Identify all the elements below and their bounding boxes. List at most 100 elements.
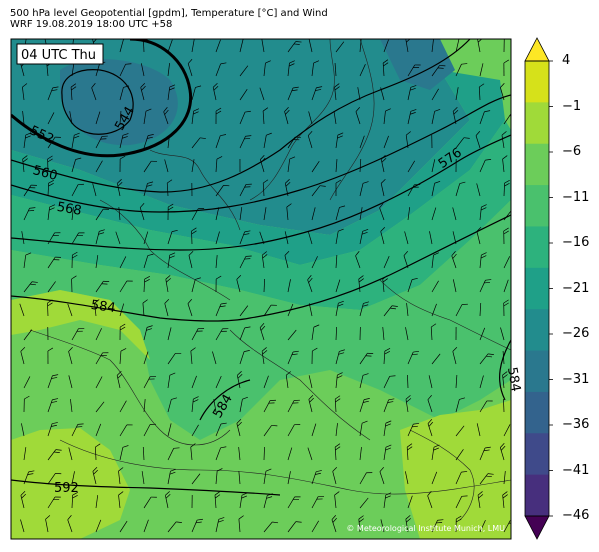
wind-barb: [455, 471, 468, 485]
colorbar-segment: [525, 185, 549, 227]
wind-barb: [191, 227, 197, 245]
wind-barb: [187, 299, 193, 317]
wind-barb: [95, 423, 102, 437]
wind-barb: [187, 59, 193, 77]
wind-barb: [284, 251, 290, 269]
wind-barb: [23, 132, 32, 149]
wind-barb: [311, 470, 322, 485]
wind-barb: [191, 159, 195, 173]
wind-barb: [383, 135, 389, 149]
wind-barb: [287, 447, 293, 461]
wind-barb: [263, 304, 277, 317]
contour-label: 584: [90, 298, 117, 316]
wind-barb: [452, 207, 457, 221]
wind-barb: [239, 350, 250, 365]
wind-barb: [284, 231, 289, 245]
wind-barb: [383, 305, 398, 317]
colorbar-segment: [525, 143, 549, 186]
wind-barb: [502, 351, 505, 365]
wind-barb: [236, 275, 242, 293]
wind-barb: [479, 252, 487, 269]
wind-barb: [190, 347, 196, 365]
wind-barb: [23, 252, 32, 269]
wind-barb: [335, 132, 344, 149]
wind-barb: [259, 87, 265, 101]
wind-barb: [95, 160, 103, 173]
wind-barb: [191, 39, 195, 53]
wind-barb: [407, 64, 421, 77]
wind-barb: [45, 515, 51, 533]
wind-barb: [403, 251, 409, 269]
wind-barb: [143, 134, 154, 149]
wind-barb: [71, 232, 85, 245]
wind-barb: [167, 468, 177, 485]
wind-barb: [380, 155, 387, 173]
wind-barb: [47, 112, 55, 125]
wind-barb: [19, 303, 25, 317]
wind-barb: [331, 515, 337, 533]
wind-barb: [263, 521, 279, 533]
wind-barb: [163, 107, 169, 125]
wind-barb: [383, 492, 392, 509]
geopotential-contours: [11, 39, 511, 496]
wind-barb: [167, 39, 173, 53]
wind-barb: [95, 229, 105, 245]
wind-barb: [333, 111, 337, 125]
wind-barb: [503, 256, 511, 269]
wind-barb: [215, 375, 222, 389]
field-olive-se: [400, 400, 511, 539]
wind-barb: [47, 136, 61, 149]
wind-barb: [335, 159, 338, 173]
wind-barb: [427, 419, 434, 437]
wind-barb: [479, 375, 484, 389]
wind-barb: [287, 303, 294, 317]
wind-barb: [307, 275, 313, 293]
wind-barb: [502, 491, 508, 509]
contour-label: 560: [31, 163, 59, 184]
wind-barb: [47, 449, 62, 461]
wind-barb: [215, 468, 223, 485]
wind-barb: [95, 328, 102, 341]
wind-barb: [334, 83, 340, 101]
wind-barb: [47, 86, 59, 101]
wind-barb: [119, 63, 132, 77]
wind-barb: [479, 520, 486, 533]
wind-barb: [307, 131, 313, 149]
wind-barb: [215, 446, 227, 461]
wind-barb: [239, 255, 252, 269]
wind-barb: [359, 207, 363, 221]
wind-barb: [479, 400, 493, 413]
wind-barb: [215, 255, 218, 269]
colorbar-tick-label: −16: [562, 235, 590, 250]
wind-barb: [431, 519, 444, 533]
wind-barb: [287, 60, 295, 77]
wind-barb: [407, 109, 417, 125]
contour-label: 568: [56, 200, 83, 219]
wind-barb: [407, 374, 409, 389]
wind-barb: [455, 449, 464, 461]
wind-barb: [215, 422, 227, 437]
wind-barb: [431, 88, 439, 101]
colorbar-tick-label: −46: [562, 508, 590, 523]
wind-barb: [167, 397, 178, 413]
colorbar-segment: [525, 474, 549, 517]
wind-barb: [477, 39, 483, 53]
wind-barb: [479, 110, 491, 125]
colorbar-tick-label: −21: [562, 280, 590, 296]
wind-barb: [475, 131, 481, 149]
wind-barb: [358, 515, 365, 533]
wind-barb: [165, 491, 171, 509]
wind-barb: [503, 279, 509, 293]
wind-barb: [455, 515, 462, 533]
wind-barb: [215, 107, 222, 125]
wind-barb: [238, 447, 241, 461]
wind-barb: [143, 160, 158, 173]
wind-barb: [287, 424, 301, 437]
wind-barb: [259, 231, 265, 245]
wind-barb: [383, 375, 396, 389]
wind-barb: [358, 275, 364, 293]
wind-barb: [311, 324, 320, 341]
wind-barb: [143, 423, 156, 437]
wind-barb: [359, 64, 366, 77]
wind-barb: [119, 348, 127, 365]
